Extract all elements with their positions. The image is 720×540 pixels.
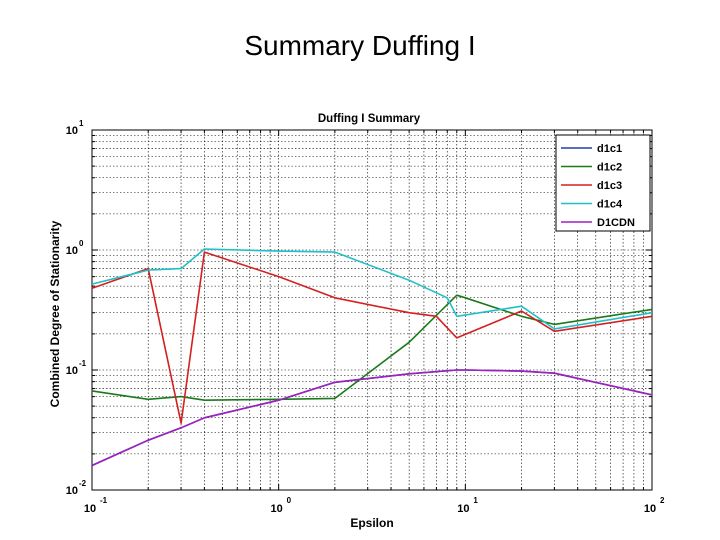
chart-title: Duffing I Summary	[318, 113, 421, 125]
y-tick-label: 10	[66, 365, 78, 377]
x-tick-exponent: 2	[660, 496, 665, 505]
x-tick-exponent: -1	[100, 496, 108, 505]
series-line-d1c2	[91, 294, 653, 402]
legend-label: D1CDN	[597, 217, 635, 229]
x-tick-label: 10	[271, 503, 283, 515]
legend-label: d1c1	[597, 143, 622, 155]
y-tick-label: 10	[66, 485, 78, 497]
series-line-d1c4	[91, 248, 653, 330]
legend: d1c1 d1c2 d1c3 d1c4 D1CDN	[555, 134, 651, 232]
legend-label: d1c2	[597, 162, 622, 174]
series-line-d1c3	[91, 251, 653, 425]
x-tick-exponent: 1	[473, 496, 478, 505]
y-tick-exponent: 0	[79, 239, 84, 248]
legend-label: d1c4	[597, 199, 623, 211]
x-axis-label: Epsilon	[350, 516, 393, 530]
y-tick-exponent: -2	[79, 479, 87, 488]
y-tick-exponent: -1	[79, 359, 87, 368]
grid	[92, 130, 652, 490]
x-tick-label: 10	[84, 503, 96, 515]
y-tick-label: 10	[66, 245, 78, 257]
series-line-d1cdn	[91, 369, 653, 467]
slide-title: Summary Duffing I	[244, 30, 476, 61]
x-tick-label: 10	[457, 503, 469, 515]
y-axis-label: Combined Degree of Stationarity	[48, 220, 62, 407]
x-tick-exponent: 0	[287, 496, 292, 505]
series-lines	[91, 248, 653, 467]
y-tick-label: 10	[66, 125, 78, 137]
legend-label: d1c3	[597, 180, 622, 192]
x-tick-label: 10	[644, 503, 656, 515]
y-tick-exponent: 1	[79, 119, 84, 128]
legend-box	[555, 134, 651, 232]
